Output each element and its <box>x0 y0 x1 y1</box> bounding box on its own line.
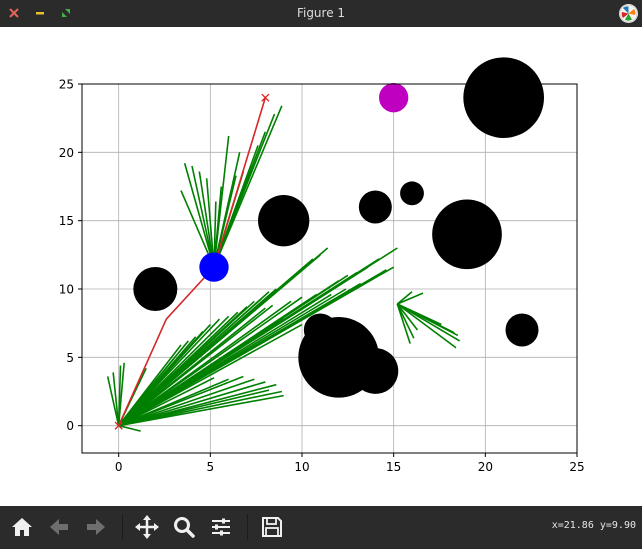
x-tick-label: 15 <box>386 460 401 474</box>
tree-edge <box>118 247 329 427</box>
cursor-coordinates: x=21.86 y=9.90 <box>551 520 636 531</box>
toolbar-separator <box>247 514 248 540</box>
start-marker <box>114 421 123 430</box>
x-tick-label: 10 <box>294 460 309 474</box>
tree-edge <box>213 135 230 268</box>
navigation-toolbar: x=21.86 y=9.90 <box>0 506 642 549</box>
goal-marker <box>261 93 270 102</box>
tree-edge <box>118 394 284 427</box>
subplots-icon[interactable] <box>207 513 235 541</box>
tree-edge <box>191 165 215 268</box>
tree-edge <box>118 318 285 427</box>
close-icon[interactable] <box>6 5 22 21</box>
obstacle-circle <box>258 195 310 247</box>
obstacle-circle <box>358 190 392 224</box>
cross-stroke <box>261 93 270 102</box>
toolbar-separator <box>122 514 123 540</box>
tree-edge <box>396 303 415 339</box>
tree-edge <box>396 303 461 342</box>
obstacle-circle <box>400 181 424 206</box>
y-tick-label: 20 <box>59 146 74 160</box>
obstacle-circle <box>505 313 539 347</box>
titlebar: Figure 1 <box>0 0 642 27</box>
tree-edge <box>213 105 283 268</box>
tree-edge <box>106 376 120 426</box>
rrt-plot[interactable]: 0 5 10 15 20 25 0 5 10 15 20 25 <box>0 27 642 506</box>
tree-edge <box>118 375 244 427</box>
y-tick-label: 5 <box>66 351 74 365</box>
x-tick-label: 25 <box>569 460 584 474</box>
obstacle-circle <box>463 57 544 139</box>
y-tick-label: 15 <box>59 214 74 228</box>
y-tick-label: 0 <box>66 419 74 433</box>
app-logo-icon <box>619 4 638 23</box>
obstacle-circle <box>133 267 178 311</box>
tree-edge <box>397 292 424 305</box>
tree-edge <box>118 381 266 427</box>
tree-edge <box>112 372 120 426</box>
tree-edge <box>118 377 215 427</box>
tree-edge <box>118 424 141 432</box>
x-tick-label: 20 <box>478 460 493 474</box>
back-arrow-icon[interactable] <box>45 513 73 541</box>
tree-edge <box>205 178 215 268</box>
obstacle-circle <box>298 317 379 398</box>
tree-edge <box>118 373 186 427</box>
maximize-icon[interactable] <box>58 5 74 21</box>
x-tick-label: 0 <box>115 460 123 474</box>
tree-edge <box>198 171 215 268</box>
y-tick-label: 25 <box>59 78 74 92</box>
window-title: Figure 1 <box>296 6 346 20</box>
axes-frame <box>81 83 578 454</box>
figure-canvas[interactable]: 0 5 10 15 20 25 0 5 10 15 20 25 <box>0 27 642 506</box>
home-icon[interactable] <box>8 513 36 541</box>
tree-edge <box>118 375 200 427</box>
zoom-icon[interactable] <box>170 513 198 541</box>
cross-stroke <box>114 421 123 430</box>
tree-edge <box>118 323 303 427</box>
tree-edge <box>396 303 457 349</box>
tree-edge <box>396 291 413 305</box>
agent-circle <box>199 252 229 282</box>
tree-edge <box>396 303 411 344</box>
x-tick-label: 5 <box>207 460 215 474</box>
tree-edge <box>117 362 125 426</box>
minimize-icon[interactable] <box>32 5 48 21</box>
y-tick-label: 10 <box>59 283 74 297</box>
tree-edge <box>118 296 303 427</box>
target-circle <box>379 83 409 113</box>
pan-icon[interactable] <box>133 513 161 541</box>
save-icon[interactable] <box>258 513 286 541</box>
tree-edge <box>183 163 215 268</box>
forward-arrow-icon[interactable] <box>82 513 110 541</box>
tree-edge <box>213 152 241 268</box>
obstacle-circle <box>432 199 502 270</box>
tree-edge <box>396 303 419 331</box>
tree-edge <box>118 378 255 427</box>
